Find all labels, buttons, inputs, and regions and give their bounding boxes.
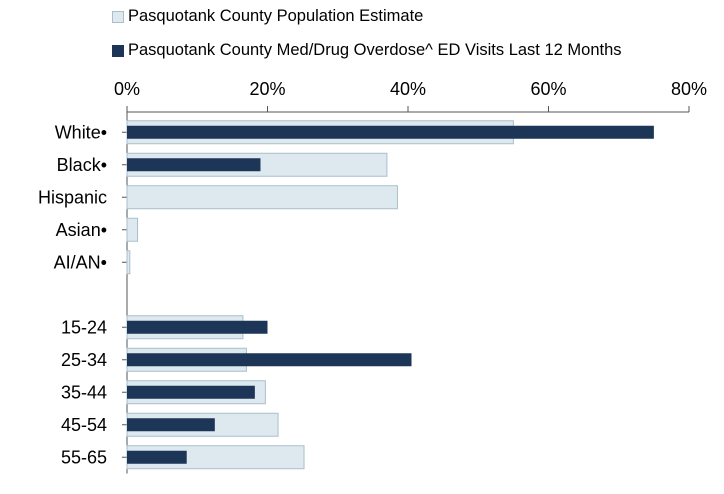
category-label: Asian• <box>56 220 107 240</box>
legend-swatch-overdose <box>112 45 124 57</box>
bar-overdose <box>127 158 261 172</box>
category-label: 35-44 <box>61 382 107 402</box>
bar-population <box>126 217 139 242</box>
bar-overdose <box>127 125 654 139</box>
bar-overdose <box>127 418 215 432</box>
category-label: 55-65 <box>61 447 107 467</box>
bar-overdose <box>127 353 412 367</box>
category-label: 15-24 <box>61 317 107 337</box>
bar-overdose <box>127 385 255 399</box>
category-label: 25-34 <box>61 350 107 370</box>
legend-label-population: Pasquotank County Population Estimate <box>128 7 424 25</box>
x-tick-label: 80% <box>671 79 707 99</box>
bar-population <box>126 250 131 275</box>
x-tick-label: 40% <box>390 79 426 99</box>
x-tick-label: 0% <box>114 79 140 99</box>
bar-overdose <box>127 450 187 464</box>
category-label: Black• <box>57 155 107 175</box>
category-label: Hispanic <box>38 187 107 207</box>
category-label: 45-54 <box>61 415 107 435</box>
legend-label-overdose: Pasquotank County Med/Drug Overdose^ ED … <box>128 41 622 59</box>
category-label: White• <box>55 122 107 142</box>
x-tick-label: 60% <box>530 79 566 99</box>
legend-swatch-population <box>112 11 124 23</box>
bar-overdose <box>127 320 268 334</box>
category-label: AI/AN• <box>54 252 107 272</box>
x-tick-label: 20% <box>249 79 285 99</box>
bar-population <box>126 185 398 210</box>
